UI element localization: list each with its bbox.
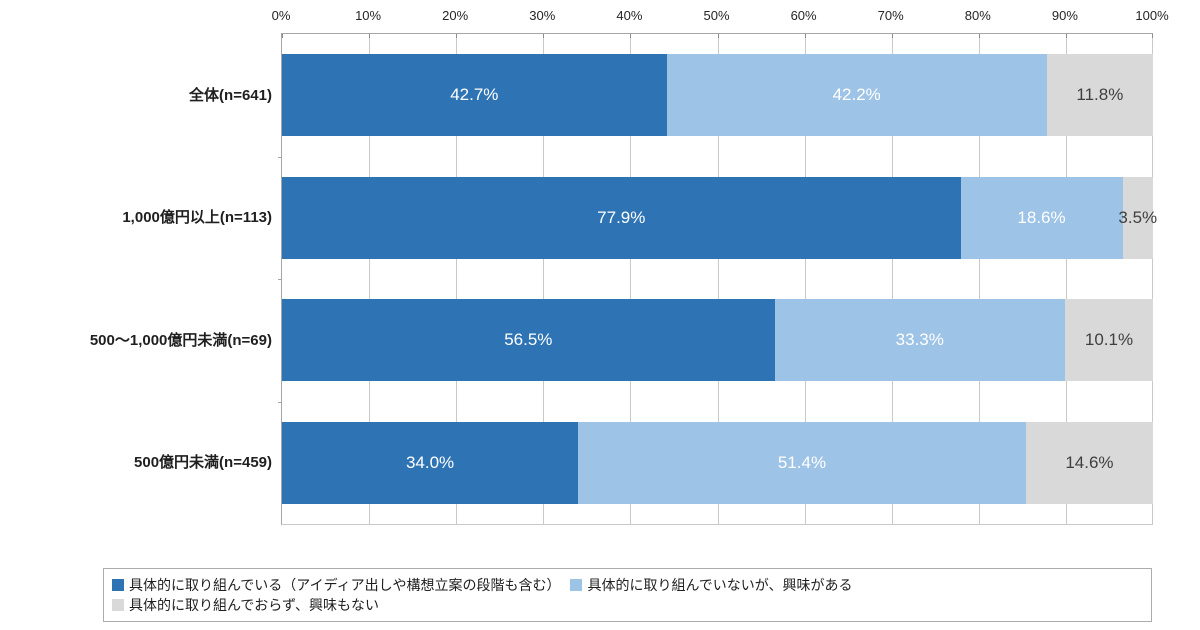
x-axis-tick-label: 50% bbox=[703, 8, 730, 23]
category-label: 1,000億円以上(n=113) bbox=[122, 209, 272, 227]
value-label: 11.8% bbox=[1076, 85, 1124, 105]
bar-segment: 42.2% bbox=[666, 54, 1047, 137]
x-axis: 0% 10% 20% 30% 40% 50% 60% 70% 80% 90% 100% bbox=[272, 8, 1169, 28]
axis-tick-mark bbox=[630, 34, 632, 38]
x-axis-tick-label: 40% bbox=[616, 8, 643, 23]
x-axis-tick-label: 20% bbox=[442, 8, 469, 23]
category-tick-mark bbox=[278, 279, 282, 280]
value-label: 10.1% bbox=[1084, 330, 1134, 350]
gridline bbox=[891, 34, 893, 524]
legend-box: 具体的に取り組んでいる（アイディア出しや構想立案の段階も含む） 具体的に取り組んで… bbox=[103, 568, 1152, 622]
stacked-bar: 42.7% 42.2% 11.8% bbox=[282, 54, 1153, 137]
x-axis-tick-label: 60% bbox=[790, 8, 817, 23]
bar-row: 34.0% 51.4% 14.6% bbox=[282, 402, 1153, 525]
value-label: 14.6% bbox=[1065, 452, 1114, 472]
x-axis-tick-label: 90% bbox=[1051, 8, 1078, 23]
legend-label: 具体的に取り組んでいる（アイディア出しや構想立案の段階も含む） bbox=[129, 577, 561, 593]
bar-segment: 11.8% bbox=[1046, 54, 1153, 137]
bar-segment: 34.0% bbox=[282, 421, 579, 504]
axis-tick-mark bbox=[891, 34, 893, 38]
gridline bbox=[1152, 34, 1153, 524]
legend-swatch-icon bbox=[112, 579, 124, 591]
category-label: 500億円未満(n=459) bbox=[134, 454, 272, 472]
bar-segment: 10.1% bbox=[1064, 299, 1153, 382]
category-tick-mark bbox=[278, 156, 282, 158]
stacked-bar: 34.0% 51.4% 14.6% bbox=[282, 421, 1153, 504]
x-axis-tick-label: 100% bbox=[1135, 8, 1169, 23]
plot-area: 42.7% 42.2% 11.8% 77.9% 18.6% 3.5% 56.5% 33.3% 1… bbox=[278, 33, 1157, 525]
axis-tick-mark bbox=[717, 34, 719, 38]
gridline bbox=[630, 34, 632, 524]
legend-row: 具体的に取り組んでおらず、興味もない bbox=[112, 595, 1143, 615]
bar-row: 42.7% 42.2% 11.8% bbox=[282, 34, 1153, 157]
legend-swatch-icon bbox=[112, 599, 124, 611]
x-axis-tick-label: 80% bbox=[964, 8, 991, 23]
gridline bbox=[1065, 34, 1067, 524]
value-label: 42.7% bbox=[450, 85, 499, 105]
axis-tick-mark bbox=[1152, 34, 1153, 38]
legend-swatch-icon bbox=[570, 579, 583, 591]
bar-segment: 3.5% bbox=[1118, 176, 1157, 259]
value-label: 33.3% bbox=[895, 330, 944, 350]
stacked-bar: 77.9% 18.6% 3.5% bbox=[282, 176, 1157, 259]
legend-row: 具体的に取り組んでいる（アイディア出しや構想立案の段階も含む） 具体的に取り組んで… bbox=[112, 575, 1143, 595]
axis-tick-mark bbox=[804, 34, 806, 38]
legend-item: 具体的に取り組んでいる（アイディア出しや構想立案の段階も含む） bbox=[112, 575, 560, 595]
gridline bbox=[804, 34, 806, 524]
gridline bbox=[717, 34, 719, 524]
value-label: 3.5% bbox=[1118, 207, 1158, 227]
category-label: 全体(n=641) bbox=[189, 86, 272, 104]
axis-tick-mark bbox=[282, 34, 283, 38]
bar-segment: 56.5% bbox=[282, 299, 775, 382]
gridline bbox=[456, 34, 458, 524]
value-label: 77.9% bbox=[597, 207, 646, 227]
axis-tick-mark bbox=[1065, 34, 1067, 38]
value-label: 42.2% bbox=[832, 85, 881, 105]
x-axis-tick-label: 70% bbox=[877, 8, 904, 23]
bar-segment: 51.4% bbox=[578, 421, 1026, 504]
stacked-bar: 56.5% 33.3% 10.1% bbox=[282, 299, 1153, 382]
axis-tick-mark bbox=[543, 34, 545, 38]
category-axis: 全体(n=641) 1,000億円以上(n=113) 500〜1,000億円未満(n… bbox=[0, 33, 272, 523]
legend-item: 具体的に取り組んでおらず、興味もない bbox=[112, 595, 379, 615]
legend-label: 具体的に取り組んでいないが、興味がある bbox=[587, 577, 853, 593]
x-axis-tick-label: 30% bbox=[529, 8, 556, 23]
bar-row: 56.5% 33.3% 10.1% bbox=[282, 279, 1153, 402]
gridline bbox=[978, 34, 980, 524]
value-label: 56.5% bbox=[504, 330, 553, 350]
category-tick-mark bbox=[278, 401, 282, 403]
axis-tick-mark bbox=[369, 34, 371, 38]
bar-segment: 77.9% bbox=[282, 176, 961, 259]
bar-segment: 18.6% bbox=[960, 176, 1123, 259]
gridline bbox=[543, 34, 545, 524]
category-label: 500〜1,000億円未満(n=69) bbox=[89, 331, 272, 349]
value-label: 18.6% bbox=[1017, 207, 1066, 227]
axis-tick-mark bbox=[456, 34, 458, 38]
bar-segment: 33.3% bbox=[774, 299, 1065, 382]
x-axis-tick-label: 10% bbox=[355, 8, 382, 23]
bar-segment: 14.6% bbox=[1025, 421, 1153, 504]
bar-segment: 42.7% bbox=[282, 54, 667, 137]
value-label: 34.0% bbox=[405, 452, 455, 472]
value-label: 51.4% bbox=[777, 452, 827, 472]
x-axis-tick-label: 0% bbox=[271, 8, 291, 23]
legend-label: 具体的に取り組んでおらず、興味もない bbox=[129, 597, 380, 613]
gridline bbox=[369, 34, 371, 524]
bar-row: 77.9% 18.6% 3.5% bbox=[282, 157, 1157, 280]
legend-item: 具体的に取り組んでいないが、興味がある bbox=[570, 575, 853, 595]
axis-tick-mark bbox=[978, 34, 980, 38]
